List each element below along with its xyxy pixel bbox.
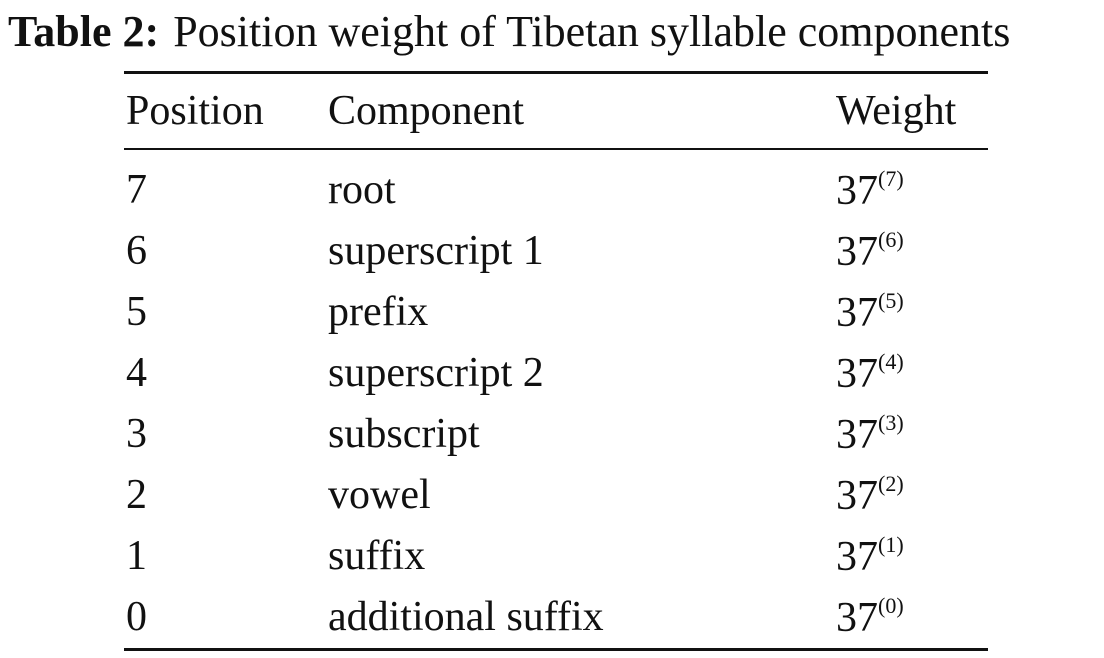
caption-text: Position weight of Tibetan syllable comp…: [173, 7, 1011, 56]
table-caption: Table 2: Position weight of Tibetan sylla…: [8, 7, 1011, 56]
component-cell: superscript 1: [328, 228, 544, 274]
weight-base: 37: [836, 229, 878, 275]
position-cell: 1: [126, 533, 147, 579]
weight-exponent: (3): [878, 410, 904, 435]
weight-base: 37: [836, 595, 878, 641]
header-cell: Component: [328, 88, 524, 134]
component-cell: additional suffix: [328, 594, 604, 640]
weight-cell: 37(4): [836, 349, 904, 397]
weight-base: 37: [836, 351, 878, 397]
weight-cell: 37(0): [836, 593, 904, 641]
position-cell: 0: [126, 594, 147, 640]
weight-cell: 37(6): [836, 227, 904, 275]
position-cell: 3: [126, 411, 147, 457]
weight-base: 37: [836, 168, 878, 214]
weight-base: 37: [836, 290, 878, 336]
weight-cell: 37(2): [836, 471, 904, 519]
component-cell: prefix: [328, 289, 429, 335]
weight-exponent: (2): [878, 471, 904, 496]
weight-exponent: (5): [878, 288, 904, 313]
position-cell: 4: [126, 350, 147, 396]
component-cell: vowel: [328, 472, 431, 518]
bottom-rule: [124, 648, 988, 651]
caption-label: Table 2:: [8, 7, 160, 56]
weight-exponent: (0): [878, 593, 904, 618]
weight-cell: 37(1): [836, 532, 904, 580]
position-cell: 2: [126, 472, 147, 518]
header-cell: Position: [126, 88, 264, 134]
weight-base: 37: [836, 473, 878, 519]
weight-exponent: (6): [878, 227, 904, 252]
weight-cell: 37(3): [836, 410, 904, 458]
position-cell: 6: [126, 228, 147, 274]
component-cell: root: [328, 167, 396, 213]
component-cell: suffix: [328, 533, 426, 579]
header-cell: Weight: [836, 88, 957, 134]
component-cell: subscript: [328, 411, 480, 457]
weight-cell: 37(5): [836, 288, 904, 336]
position-cell: 5: [126, 289, 147, 335]
component-cell: superscript 2: [328, 350, 544, 396]
top-rule: [124, 71, 988, 74]
mid-rule: [124, 148, 988, 150]
weight-base: 37: [836, 412, 878, 458]
weight-cell: 37(7): [836, 166, 904, 214]
weight-base: 37: [836, 534, 878, 580]
position-cell: 7: [126, 167, 147, 213]
weight-exponent: (4): [878, 349, 904, 374]
weight-exponent: (1): [878, 532, 904, 557]
weight-exponent: (7): [878, 166, 904, 191]
